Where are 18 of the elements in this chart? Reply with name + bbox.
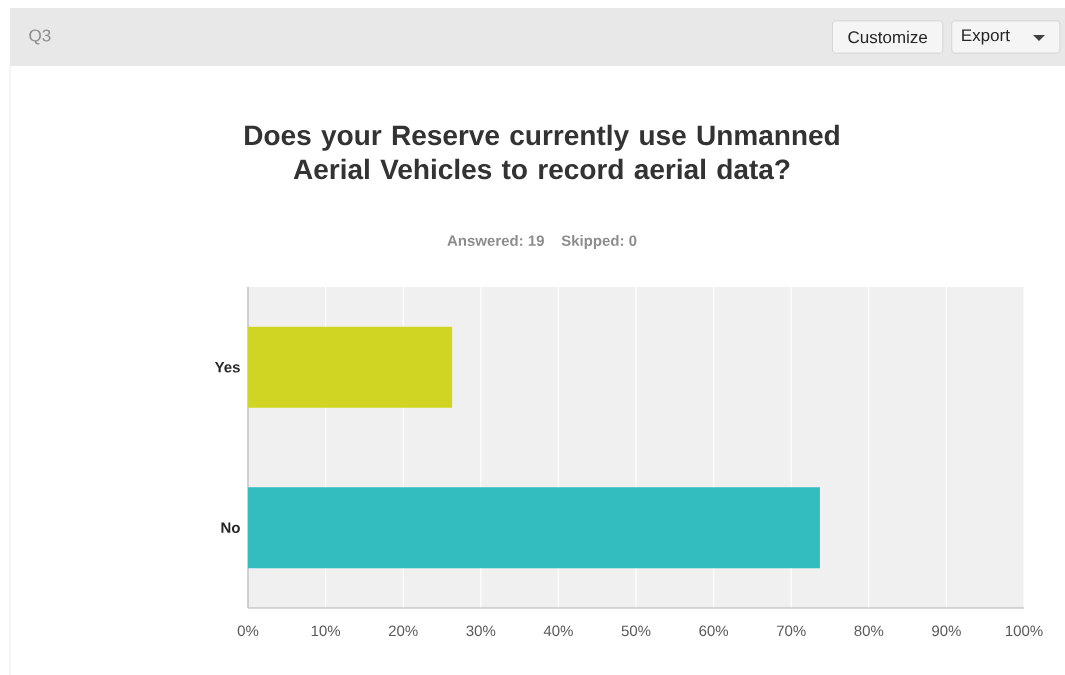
chart-title: Does your Reserve currently use Unmanned Aerial Vehicles to record aerial data? — [245, 124, 839, 180]
x-tick-label: 50% — [621, 625, 651, 637]
x-tick-label: 90% — [932, 625, 961, 637]
x-tick-label: 100% — [1005, 625, 1043, 637]
x-tick-label: 30% — [466, 625, 496, 637]
chart-subtitle: Answered: 19 Skipped: 0 — [447, 235, 637, 249]
x-tick-label: 10% — [311, 625, 341, 637]
x-tick-label: 60% — [699, 625, 729, 637]
x-tick-label: 80% — [854, 625, 884, 637]
y-tick-label: Yes — [214, 362, 240, 373]
text: Customize — [848, 30, 928, 44]
x-tick-label: 40% — [543, 625, 573, 637]
text: Export — [962, 29, 1010, 45]
text: Q3 — [29, 29, 51, 45]
y-tick-label: No — [221, 522, 240, 533]
x-tick-label: 20% — [388, 625, 418, 637]
x-tick-label: 70% — [776, 625, 806, 637]
x-tick-label: 0% — [237, 625, 259, 637]
